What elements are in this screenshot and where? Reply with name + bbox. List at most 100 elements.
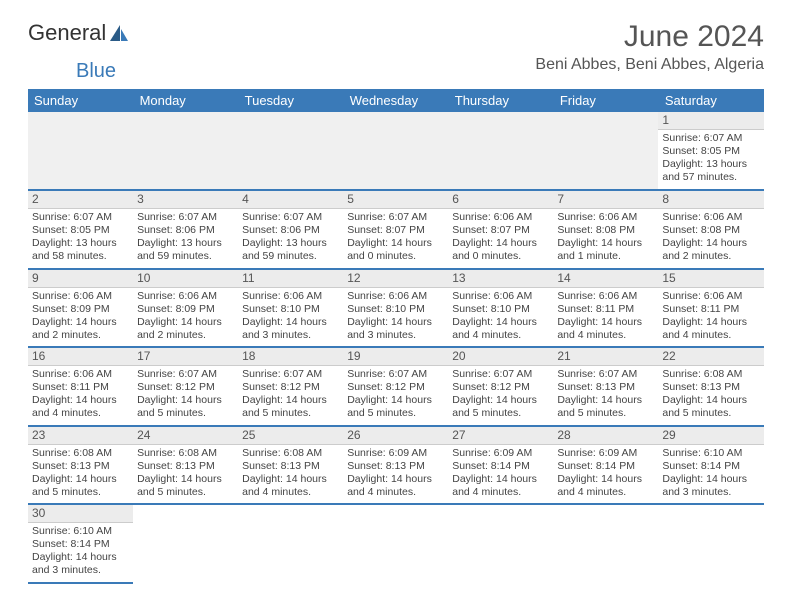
day-number: 9	[28, 270, 133, 288]
daylight-text: Daylight: 14 hours and 3 minutes.	[347, 316, 444, 342]
daylight-text: Daylight: 14 hours and 0 minutes.	[347, 237, 444, 263]
calendar-row: 16Sunrise: 6:06 AMSunset: 8:11 PMDayligh…	[28, 347, 764, 426]
sunset-text: Sunset: 8:08 PM	[662, 224, 759, 237]
sunrise-text: Sunrise: 6:06 AM	[32, 368, 129, 381]
calendar-cell	[448, 112, 553, 190]
daylight-text: Daylight: 14 hours and 5 minutes.	[137, 473, 234, 499]
weekday-header: Sunday	[28, 89, 133, 112]
day-number: 20	[448, 348, 553, 366]
day-number: 1	[658, 112, 763, 130]
calendar-row: 1Sunrise: 6:07 AMSunset: 8:05 PMDaylight…	[28, 112, 764, 190]
calendar-cell: 19Sunrise: 6:07 AMSunset: 8:12 PMDayligh…	[343, 347, 448, 426]
day-number: 27	[448, 427, 553, 445]
sunrise-text: Sunrise: 6:08 AM	[662, 368, 759, 381]
sunset-text: Sunset: 8:12 PM	[137, 381, 234, 394]
calendar-cell: 25Sunrise: 6:08 AMSunset: 8:13 PMDayligh…	[238, 426, 343, 505]
day-number: 19	[343, 348, 448, 366]
calendar-cell	[28, 112, 133, 190]
brand-name-1: General	[28, 20, 106, 46]
sunrise-text: Sunrise: 6:09 AM	[557, 447, 654, 460]
calendar-cell	[133, 504, 238, 583]
sunset-text: Sunset: 8:08 PM	[557, 224, 654, 237]
day-number: 26	[343, 427, 448, 445]
sunrise-text: Sunrise: 6:07 AM	[242, 211, 339, 224]
sunset-text: Sunset: 8:12 PM	[452, 381, 549, 394]
sunset-text: Sunset: 8:13 PM	[32, 460, 129, 473]
daylight-text: Daylight: 13 hours and 57 minutes.	[662, 158, 759, 184]
sunrise-text: Sunrise: 6:08 AM	[32, 447, 129, 460]
weekday-header: Thursday	[448, 89, 553, 112]
calendar-cell	[658, 504, 763, 583]
sunset-text: Sunset: 8:13 PM	[347, 460, 444, 473]
sunset-text: Sunset: 8:05 PM	[32, 224, 129, 237]
daylight-text: Daylight: 13 hours and 59 minutes.	[137, 237, 234, 263]
sunrise-text: Sunrise: 6:06 AM	[452, 290, 549, 303]
calendar-cell: 4Sunrise: 6:07 AMSunset: 8:06 PMDaylight…	[238, 190, 343, 269]
calendar-cell: 18Sunrise: 6:07 AMSunset: 8:12 PMDayligh…	[238, 347, 343, 426]
sunrise-text: Sunrise: 6:06 AM	[347, 290, 444, 303]
daylight-text: Daylight: 14 hours and 4 minutes.	[452, 473, 549, 499]
sunset-text: Sunset: 8:07 PM	[452, 224, 549, 237]
calendar-cell: 11Sunrise: 6:06 AMSunset: 8:10 PMDayligh…	[238, 269, 343, 348]
daylight-text: Daylight: 14 hours and 4 minutes.	[32, 394, 129, 420]
day-number: 28	[553, 427, 658, 445]
calendar-cell	[448, 504, 553, 583]
calendar-cell: 5Sunrise: 6:07 AMSunset: 8:07 PMDaylight…	[343, 190, 448, 269]
calendar-cell	[133, 112, 238, 190]
calendar-cell: 9 Sunrise: 6:06 AMSunset: 8:09 PMDaylight…	[28, 269, 133, 348]
daylight-text: Daylight: 14 hours and 4 minutes.	[452, 316, 549, 342]
sunset-text: Sunset: 8:13 PM	[557, 381, 654, 394]
sunrise-text: Sunrise: 6:06 AM	[662, 211, 759, 224]
sunset-text: Sunset: 8:13 PM	[137, 460, 234, 473]
calendar-cell	[238, 112, 343, 190]
day-number: 22	[658, 348, 763, 366]
calendar-cell: 22Sunrise: 6:08 AMSunset: 8:13 PMDayligh…	[658, 347, 763, 426]
sunset-text: Sunset: 8:09 PM	[137, 303, 234, 316]
day-number: 6	[448, 191, 553, 209]
day-number: 18	[238, 348, 343, 366]
calendar-cell: 10Sunrise: 6:06 AMSunset: 8:09 PMDayligh…	[133, 269, 238, 348]
calendar-cell: 27Sunrise: 6:09 AMSunset: 8:14 PMDayligh…	[448, 426, 553, 505]
sunrise-text: Sunrise: 6:08 AM	[137, 447, 234, 460]
daylight-text: Daylight: 14 hours and 1 minute.	[557, 237, 654, 263]
day-number: 16	[28, 348, 133, 366]
sunrise-text: Sunrise: 6:07 AM	[662, 132, 759, 145]
calendar-cell: 21Sunrise: 6:07 AMSunset: 8:13 PMDayligh…	[553, 347, 658, 426]
sunset-text: Sunset: 8:14 PM	[452, 460, 549, 473]
calendar-cell: 1Sunrise: 6:07 AMSunset: 8:05 PMDaylight…	[658, 112, 763, 190]
sunset-text: Sunset: 8:12 PM	[242, 381, 339, 394]
daylight-text: Daylight: 14 hours and 2 minutes.	[32, 316, 129, 342]
calendar-cell: 28Sunrise: 6:09 AMSunset: 8:14 PMDayligh…	[553, 426, 658, 505]
weekday-header: Wednesday	[343, 89, 448, 112]
weekday-header: Monday	[133, 89, 238, 112]
day-number: 8	[658, 191, 763, 209]
daylight-text: Daylight: 14 hours and 4 minutes.	[242, 473, 339, 499]
sunrise-text: Sunrise: 6:09 AM	[347, 447, 444, 460]
calendar-cell: 16Sunrise: 6:06 AMSunset: 8:11 PMDayligh…	[28, 347, 133, 426]
sunset-text: Sunset: 8:09 PM	[32, 303, 129, 316]
calendar-cell: 12Sunrise: 6:06 AMSunset: 8:10 PMDayligh…	[343, 269, 448, 348]
calendar-cell	[343, 112, 448, 190]
day-number: 14	[553, 270, 658, 288]
sunset-text: Sunset: 8:12 PM	[347, 381, 444, 394]
sunrise-text: Sunrise: 6:07 AM	[137, 368, 234, 381]
day-number: 29	[658, 427, 763, 445]
calendar-cell	[553, 112, 658, 190]
day-number: 15	[658, 270, 763, 288]
daylight-text: Daylight: 14 hours and 5 minutes.	[347, 394, 444, 420]
sunset-text: Sunset: 8:13 PM	[242, 460, 339, 473]
sunrise-text: Sunrise: 6:07 AM	[557, 368, 654, 381]
daylight-text: Daylight: 14 hours and 5 minutes.	[452, 394, 549, 420]
weekday-header: Friday	[553, 89, 658, 112]
sunrise-text: Sunrise: 6:07 AM	[32, 211, 129, 224]
calendar-cell: 30Sunrise: 6:10 AMSunset: 8:14 PMDayligh…	[28, 504, 133, 583]
sunset-text: Sunset: 8:10 PM	[452, 303, 549, 316]
day-number: 7	[553, 191, 658, 209]
sunrise-text: Sunrise: 6:06 AM	[32, 290, 129, 303]
calendar-row: 2Sunrise: 6:07 AMSunset: 8:05 PMDaylight…	[28, 190, 764, 269]
day-number: 13	[448, 270, 553, 288]
calendar-cell: 14Sunrise: 6:06 AMSunset: 8:11 PMDayligh…	[553, 269, 658, 348]
calendar-cell	[553, 504, 658, 583]
sunrise-text: Sunrise: 6:06 AM	[242, 290, 339, 303]
calendar-cell: 15Sunrise: 6:06 AMSunset: 8:11 PMDayligh…	[658, 269, 763, 348]
